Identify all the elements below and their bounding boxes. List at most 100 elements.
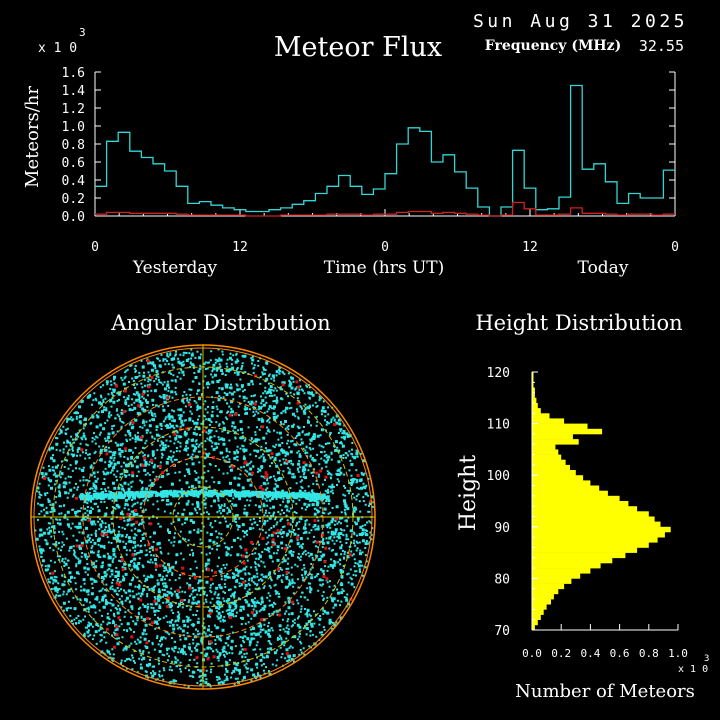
- height-bar: [532, 439, 579, 445]
- height-bar: [532, 526, 671, 533]
- flux-chart: Meteors/hr 0.0 0.2 0.4 0.6 0.8 1.0 1.2 1.4 1.6 0 1…: [22, 66, 679, 278]
- flux-y-tick-label: 0.4: [62, 174, 86, 189]
- height-bar: [532, 604, 547, 610]
- height-bar: [532, 444, 556, 450]
- height-bar: [532, 403, 538, 409]
- height-bar: [532, 516, 655, 522]
- height-bar: [532, 459, 566, 466]
- height-bar: [532, 470, 576, 476]
- height-bar: [532, 433, 573, 440]
- height-bar: [532, 501, 629, 507]
- height-bar: [532, 495, 620, 502]
- height-bar: [532, 506, 638, 512]
- height-y-tick-label: 100: [487, 469, 510, 484]
- height-bar: [532, 547, 638, 553]
- height-bar: [532, 521, 661, 528]
- height-bar: [532, 573, 581, 579]
- height-bar: [532, 428, 603, 435]
- height-bar: [532, 583, 565, 590]
- flux-x-tick-label: 12: [522, 240, 538, 255]
- height-bar: [532, 624, 535, 631]
- height-x-tick-label: 0.4: [580, 647, 600, 660]
- height-bar: [532, 552, 626, 559]
- height-bar: [532, 542, 649, 548]
- y-multiplier-exp: 3: [79, 26, 86, 39]
- height-bar: [532, 588, 559, 595]
- y-multiplier-base: x 1 0: [38, 41, 77, 56]
- flux-y-tick-label: 0.2: [62, 192, 85, 207]
- height-bar: [532, 511, 649, 517]
- flux-x-group-label: Time (hrs UT): [324, 258, 445, 278]
- height-bar: [532, 377, 534, 383]
- flux-y-tick-label: 0.0: [62, 210, 85, 225]
- height-chart: 70 80 90 100 110 120 0.0 0.2 0.4 0.6 0.8 1.0: [487, 366, 688, 660]
- height-bar: [532, 532, 665, 538]
- flux-tick-labels: 0.0 0.2 0.4 0.6 0.8 1.0 1.2 1.4 1.6 0 12 0 12 0 Yester…: [62, 66, 679, 278]
- flux-y-tick-label: 1.2: [62, 102, 85, 117]
- flux-series-2-line: [95, 201, 675, 217]
- frequency-value: 32.55: [639, 37, 684, 55]
- height-bar: [532, 480, 591, 486]
- height-bar: [532, 557, 613, 564]
- height-bar: [532, 454, 562, 461]
- angular-detection-dots: [34, 348, 374, 688]
- height-y-axis-label: Height: [456, 455, 481, 531]
- height-x-tick-label: 0.2: [551, 647, 571, 660]
- flux-x-tick-label: 12: [232, 240, 248, 255]
- height-bar: [532, 599, 551, 605]
- flux-series-group: [95, 84, 675, 217]
- height-title: Height Distribution: [475, 311, 682, 335]
- height-bar: [532, 464, 570, 471]
- flux-y-tick-label: 1.6: [62, 66, 85, 81]
- height-bar: [532, 614, 541, 620]
- height-bar: [532, 619, 538, 626]
- height-bar: [532, 562, 601, 569]
- flux-y-tick-label: 1.4: [62, 84, 86, 99]
- height-x-tick-label: 0.6: [610, 647, 630, 660]
- flux-y-tick-label: 0.8: [62, 138, 85, 153]
- height-y-tick-label: 80: [494, 572, 510, 587]
- height-bar: [532, 408, 541, 414]
- height-x-multiplier: x 1 0: [678, 664, 708, 675]
- flux-y-axis-label: Meteors/hr: [22, 86, 43, 188]
- flux-series-1-line: [95, 84, 675, 217]
- height-y-tick-label: 110: [487, 418, 510, 433]
- height-x-tick-label: 0.8: [639, 647, 659, 660]
- height-bar: [532, 397, 537, 404]
- flux-y-tick-label: 0.6: [62, 156, 85, 171]
- flux-x-group-label: Today: [578, 258, 629, 278]
- angular-title: Angular Distribution: [110, 311, 330, 335]
- height-bar: [532, 449, 559, 455]
- height-bar: [532, 418, 565, 424]
- height-x-tick-label: 0.0: [522, 647, 542, 660]
- height-bar: [532, 475, 584, 481]
- height-bar: [532, 387, 535, 393]
- height-bar: [532, 423, 588, 430]
- height-bar: [532, 382, 534, 388]
- height-bar: [532, 593, 554, 600]
- height-bar: [532, 568, 591, 574]
- height-bar: [532, 490, 608, 497]
- height-bar: [532, 372, 534, 378]
- date-label: Sun Aug 31 2025: [473, 11, 688, 32]
- height-x-axis-label: Number of Meteors: [515, 681, 695, 702]
- height-bar: [532, 578, 572, 584]
- height-x-multiplier-exp: 3: [704, 654, 709, 664]
- height-x-tick-label: 1.0: [668, 647, 688, 660]
- height-bar: [532, 537, 658, 543]
- flux-y-tick-label: 1.0: [62, 120, 85, 135]
- angular-distribution-plot: [30, 344, 376, 690]
- flux-x-tick-label: 0: [381, 240, 389, 255]
- flux-x-tick-label: 0: [671, 240, 679, 255]
- page-title: Meteor Flux: [274, 32, 442, 63]
- height-y-tick-label: 70: [494, 624, 510, 639]
- height-bar: [532, 609, 544, 615]
- height-bar: [532, 392, 535, 399]
- height-y-tick-label: 120: [487, 366, 510, 381]
- height-bar: [532, 485, 600, 491]
- height-bar: [532, 413, 550, 419]
- flux-x-tick-label: 0: [91, 240, 99, 255]
- frequency-label: Frequency (MHz): [485, 38, 622, 54]
- flux-x-group-label: Yesterday: [132, 258, 218, 278]
